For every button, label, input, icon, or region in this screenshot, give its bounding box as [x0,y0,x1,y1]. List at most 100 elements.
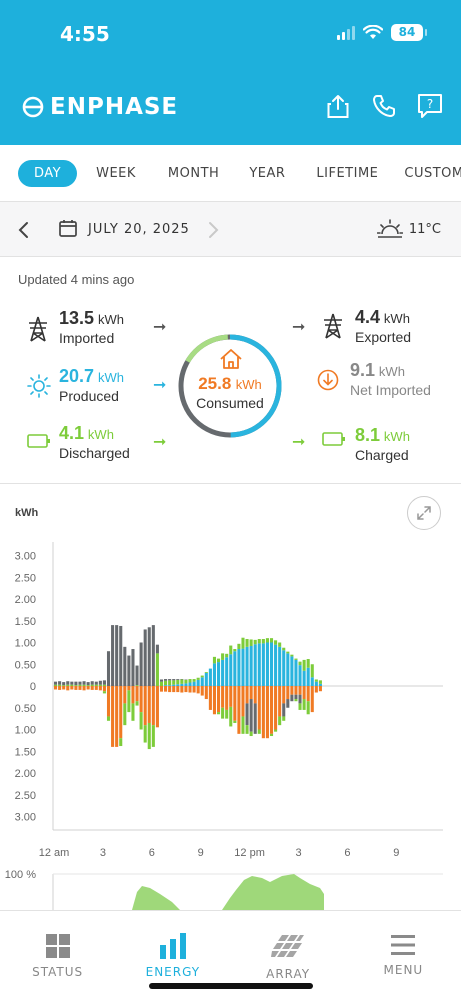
bar-cons [102,686,106,692]
bar-cons [274,686,278,730]
bar-cons [143,686,147,726]
tab-custom[interactable]: CUSTOM [404,165,461,181]
bar-battery [98,684,102,686]
nav-array[interactable]: ARRAY [231,911,346,1000]
bar-solar [164,685,168,686]
bar-battery [204,672,208,673]
y-tick-label: 1.00 [15,638,36,650]
consumed-value: 25.8 [198,374,232,393]
bar-battery [306,659,310,668]
bar-battery [274,640,278,645]
nav-status[interactable]: STATUS [0,911,115,1000]
tab-day[interactable]: DAY [18,159,78,187]
bar-solar [274,644,278,686]
sun-icon [27,374,51,398]
secondary-y-tick: 100 % [5,869,36,881]
expand-chart-button[interactable] [407,496,441,530]
net-imported-metric[interactable]: 9.1 kWh Net Imported [350,361,431,399]
bar-grid [94,681,98,685]
produced-arrow-icon: ➞ [153,377,167,394]
bar-cons [278,686,282,717]
bar-cons [237,686,241,734]
bar-solar [233,651,237,686]
status-bar: 4:55 84 [0,20,461,50]
tab-week[interactable]: WEEK [96,165,136,181]
energy-bar-chart[interactable]: 3.00 2.50 2.00 1.50 1.00 0.50 0 0.50 1.00 1.50 2.0… [0,484,461,910]
bar-battery [217,658,221,663]
bar-solar [225,657,229,686]
share-icon[interactable] [325,93,351,119]
discharged-metric[interactable]: 4.1 kWh Discharged [59,424,130,462]
bar-battery [196,677,200,680]
imported-label: Imported [59,330,115,346]
bar-battery [135,685,139,686]
bar-solar [184,683,188,686]
bar-cons [306,686,310,702]
produced-value: 20.7 [59,366,95,386]
consumed-unit: kWh [235,377,262,392]
exported-arrow-icon: ➞ [292,319,306,336]
bar-battery [70,684,74,686]
consumed-donut[interactable]: 25.8 kWh Consumed [176,332,284,440]
bar-battery [298,661,302,666]
bar-charge [233,720,237,723]
status-grid-icon [45,934,70,958]
bar-charge [241,716,245,734]
help-icon[interactable]: ? [417,93,443,119]
bar-cons [123,686,127,704]
bar-charge [131,703,135,721]
bar-cons [94,686,98,690]
next-day-chevron-icon[interactable] [205,220,221,240]
imported-metric[interactable]: 13.5 kWh Imported [59,309,124,347]
bar-cons [111,686,115,747]
bar-cons [90,686,94,690]
nav-array-label: ARRAY [266,967,311,981]
bar-cons [74,686,78,690]
bar-charge [221,707,225,719]
bar-battery [282,647,286,651]
bar-cons [302,686,306,700]
selected-date[interactable]: JULY 20, 2025 [88,222,190,237]
tab-year[interactable]: YEAR [249,165,286,181]
tab-month[interactable]: MONTH [167,165,220,181]
x-tick-label: 3 [295,847,301,859]
bar-cons [298,686,302,695]
bar-cons [159,686,164,692]
bar-cons [131,686,135,704]
charged-metric[interactable]: 8.1 kWh Charged [355,426,410,464]
prev-day-chevron-icon[interactable] [16,220,32,240]
bar-battery [184,679,188,684]
bar-charge [294,699,298,702]
energy-summary: Updated 4 mins ago 13.5 kWh Imported ➞ 2… [0,257,461,483]
bar-cons [58,686,62,690]
date-bar: JULY 20, 2025 11°C [0,202,461,256]
bar-grid [168,679,172,681]
bar-cons [233,686,237,721]
bar-battery [168,680,172,686]
produced-metric[interactable]: 20.7 kWh Produced [59,367,124,405]
imported-unit: kWh [97,312,124,327]
battery-icon: 84 [391,24,427,41]
battery-charge-icon [322,432,345,446]
calendar-icon[interactable] [58,218,78,238]
bar-cons [204,686,208,700]
phone-icon[interactable] [371,93,397,119]
exported-metric[interactable]: 4.4 kWh Exported [355,308,411,346]
tab-lifetime[interactable]: LIFETIME [316,165,379,181]
partly-sunny-icon [376,219,403,238]
header-actions: ? [325,93,443,119]
x-tick-label: 12 am [39,847,70,859]
bar-battery [74,685,78,686]
produced-label: Produced [59,388,119,404]
bar-battery [212,656,216,664]
nav-energy[interactable]: ENERGY [115,911,230,1000]
nav-menu[interactable]: MENU [346,911,461,1000]
period-tabs: DAY WEEK MONTH YEAR LIFETIME CUSTOM [0,145,461,201]
charged-unit: kWh [383,429,410,444]
bar-cons [265,686,269,739]
bar-cons [290,686,294,695]
bar-solar [290,656,294,686]
bar-solar [200,677,204,686]
bar-solar [294,659,298,686]
bar-grid [176,679,180,680]
